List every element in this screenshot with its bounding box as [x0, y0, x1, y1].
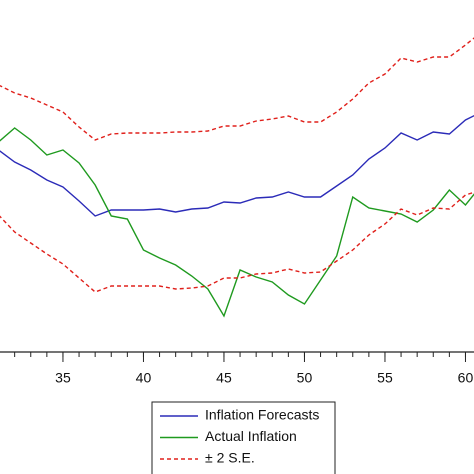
series-line [0, 191, 474, 293]
x-tick-label: 40 [136, 370, 152, 386]
x-tick-label: 60 [458, 370, 474, 386]
x-tick-label: 50 [297, 370, 313, 386]
series-line [0, 37, 474, 141]
series-line [0, 114, 474, 217]
x-tick-label: 35 [55, 370, 71, 386]
legend-label: Actual Inflation [205, 428, 297, 444]
series-line [0, 127, 474, 318]
plot-area [0, 37, 474, 318]
legend-label: ± 2 S.E. [205, 450, 255, 466]
x-tick-label: 55 [377, 370, 393, 386]
x-tick-label: 45 [216, 370, 232, 386]
legend-label: Inflation Forecasts [205, 407, 319, 423]
